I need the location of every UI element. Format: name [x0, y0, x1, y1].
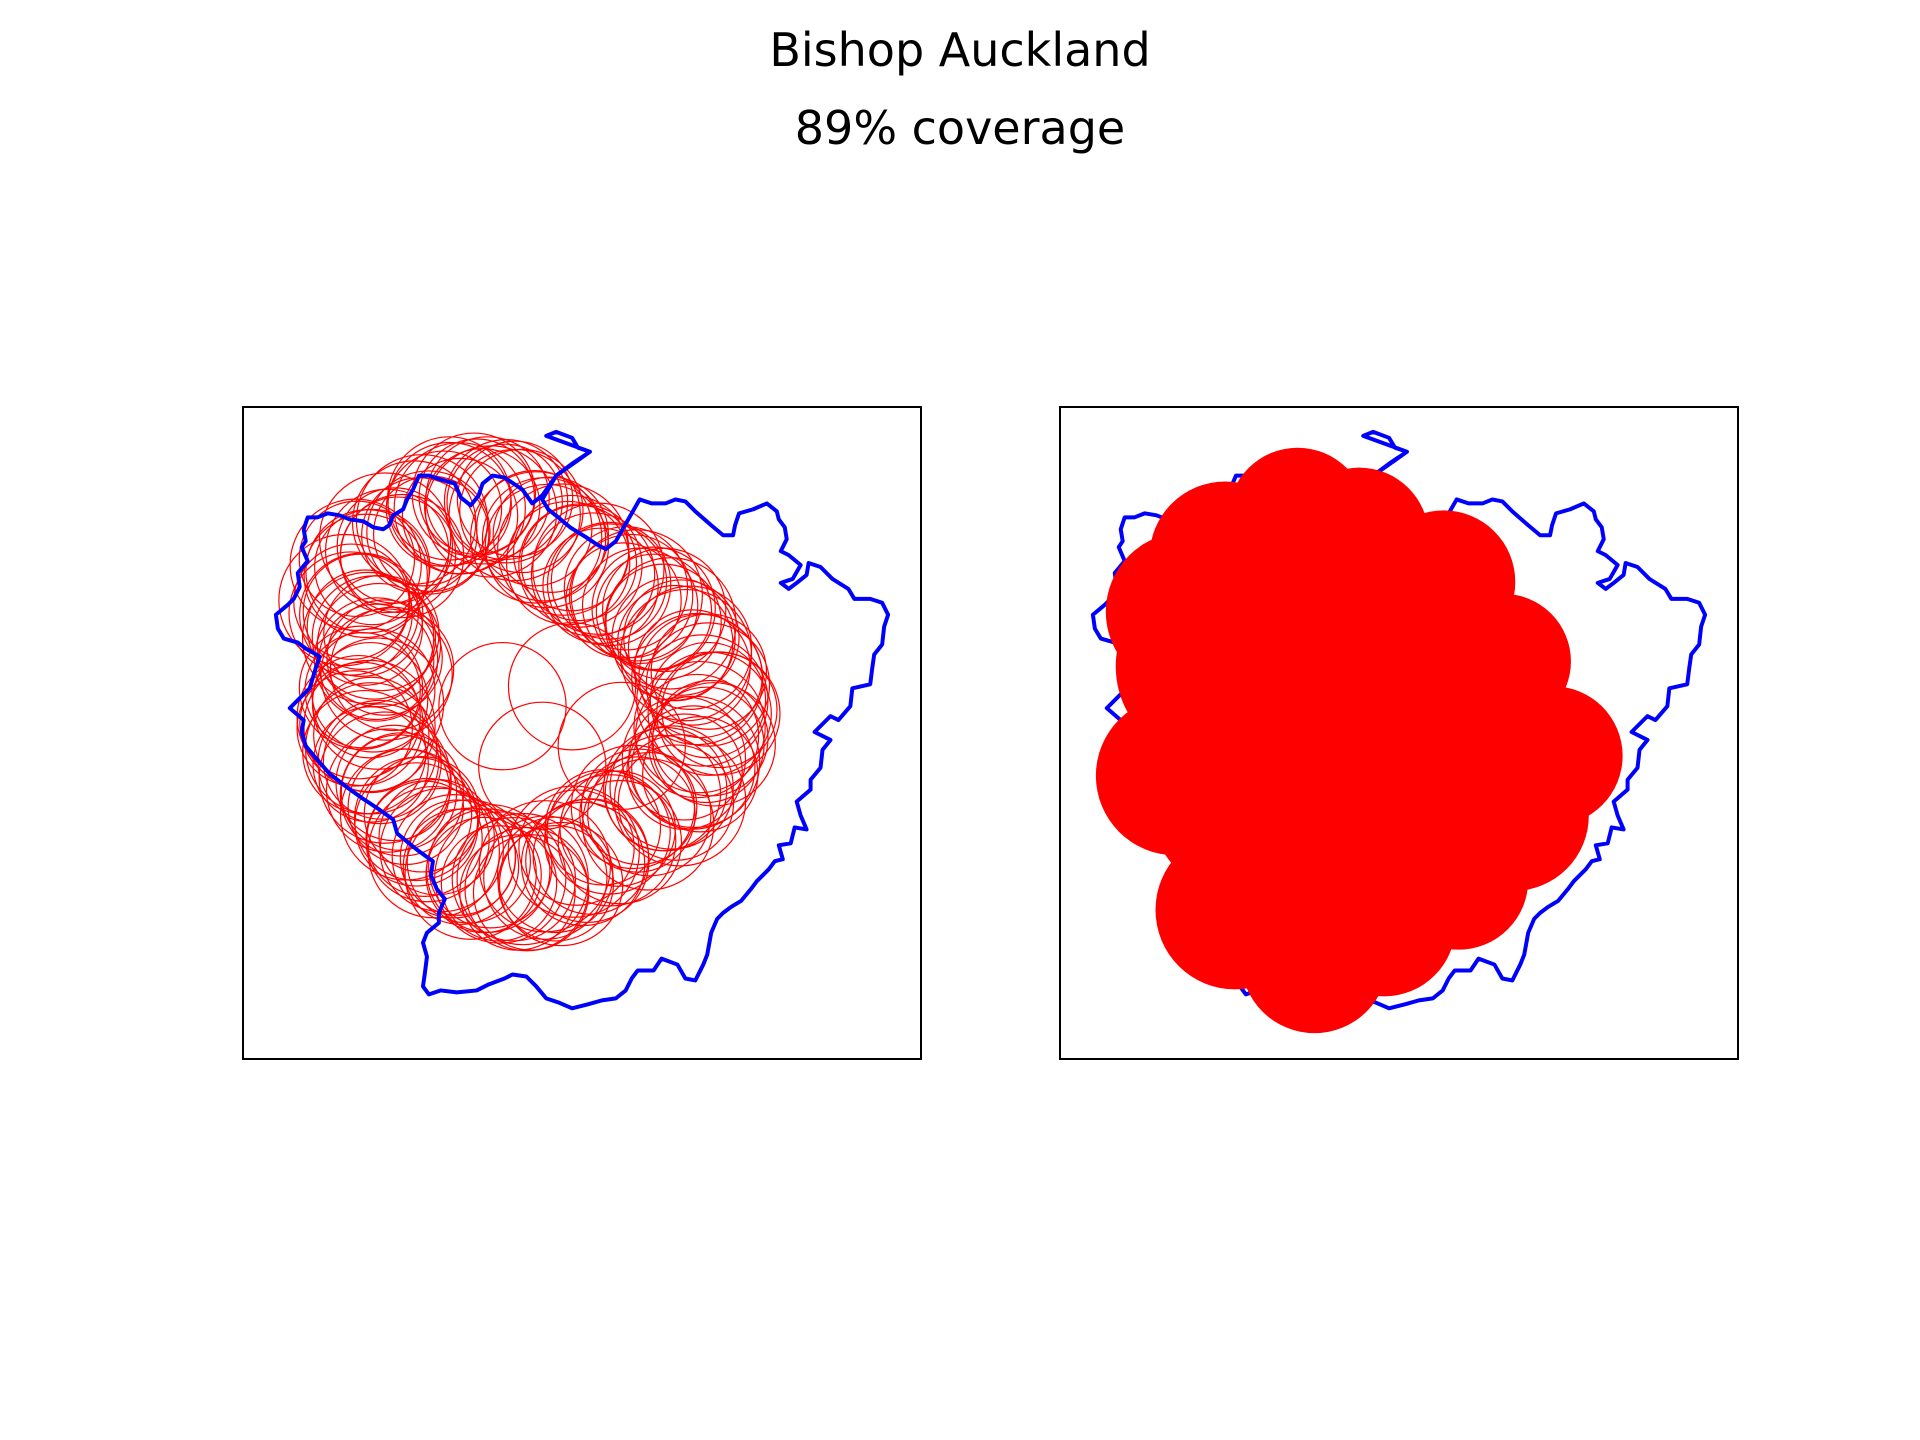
coverage-circle	[311, 641, 429, 759]
coverage-circle	[1150, 716, 1330, 896]
coverage-circle	[311, 628, 436, 753]
coverage-circle	[313, 597, 439, 722]
coverage-circle	[325, 728, 451, 853]
coverage-circle	[387, 441, 512, 567]
coverage-circle	[456, 440, 574, 558]
coverage-circle	[563, 526, 689, 651]
coverage-circle	[492, 476, 610, 593]
coverage-circle	[633, 660, 766, 794]
coverage-circle	[580, 748, 698, 866]
coverage-circle	[605, 563, 722, 681]
coverage-circle	[505, 500, 631, 626]
coverage-circle	[496, 816, 614, 934]
coverage-circle	[579, 756, 696, 873]
coverage-circle	[631, 612, 764, 746]
coverage-circle	[642, 716, 759, 833]
coverage-circle	[634, 673, 760, 799]
coverage-circle	[570, 529, 703, 662]
coverage-circle	[401, 457, 519, 575]
coverage-circle	[544, 769, 662, 886]
coverage-circle	[385, 450, 503, 567]
coverage-circle	[507, 622, 637, 751]
constituency-boundary	[1090, 429, 1708, 1011]
coverage-circle	[656, 651, 781, 776]
coverage-circle	[318, 711, 451, 844]
coverage-circle	[299, 552, 424, 677]
coverage-circle	[587, 751, 712, 877]
coverage-circle	[568, 533, 694, 659]
coverage-circle	[326, 599, 443, 716]
coverage-circle	[306, 569, 424, 686]
coverage-circle	[451, 816, 577, 942]
coverage-circle	[546, 770, 671, 895]
figure-title: Bishop Auckland	[769, 23, 1151, 77]
coverage-circle	[518, 503, 643, 628]
coverage-circle	[296, 670, 413, 787]
coverage-circle	[634, 609, 751, 726]
coverage-circle	[619, 588, 753, 722]
coverage-circle	[520, 504, 638, 622]
coverage-circle	[404, 807, 537, 940]
coverage-circle	[391, 794, 517, 919]
circle-outlines-plot	[273, 429, 891, 1011]
coverage-circle	[402, 808, 520, 926]
circle-union-plot	[1090, 429, 1708, 1034]
panel-circle-union	[1059, 406, 1739, 1060]
constituency-boundary	[273, 429, 891, 1011]
coverage-circle	[604, 557, 737, 690]
circle-outline-group	[278, 432, 781, 952]
coverage-circle	[329, 606, 455, 732]
coverage-circle	[316, 582, 442, 708]
coverage-circle	[278, 533, 411, 667]
coverage-circle	[617, 744, 735, 861]
coverage-circle	[347, 748, 465, 866]
coverage-circle	[428, 804, 553, 929]
coverage-circle	[602, 726, 728, 852]
coverage-circle	[591, 546, 716, 671]
coverage-circle	[651, 682, 776, 807]
coverage-circle	[301, 571, 435, 705]
coverage-circle	[438, 641, 567, 771]
coverage-circle	[320, 608, 453, 741]
coverage-circle	[645, 622, 771, 747]
coverage-circle	[298, 625, 424, 750]
coverage-circle	[289, 498, 422, 631]
coverage-circle	[469, 471, 603, 604]
circle-union-group	[1095, 447, 1623, 1034]
coverage-circle	[532, 502, 665, 635]
coverage-circle	[507, 785, 640, 918]
coverage-circle	[530, 512, 656, 637]
coverage-circle	[623, 579, 740, 696]
coverage-circle	[302, 553, 420, 670]
coverage-circle	[311, 575, 437, 700]
coverage-circle	[542, 527, 659, 645]
coverage-circle	[498, 821, 624, 947]
coverage-circle	[557, 681, 686, 811]
coverage-circle	[636, 634, 769, 767]
coverage-circle	[318, 472, 452, 605]
figure-subtitle: 89% coverage	[794, 101, 1126, 155]
coverage-circle	[595, 553, 713, 671]
coverage-circle	[366, 780, 483, 897]
coverage-circle	[322, 703, 440, 820]
coverage-circle	[648, 686, 765, 804]
coverage-circle	[611, 576, 736, 701]
coverage-circle	[406, 799, 532, 924]
coverage-circle	[366, 470, 491, 595]
coverage-circle	[570, 744, 696, 870]
coverage-circle	[313, 676, 430, 794]
coverage-circle	[379, 787, 504, 913]
coverage-circle	[296, 654, 421, 780]
coverage-circle	[546, 521, 672, 647]
panel-circle-outlines	[242, 406, 922, 1060]
coverage-circle	[483, 815, 608, 940]
coverage-circle	[448, 448, 581, 582]
coverage-circle	[478, 701, 607, 831]
coverage-circle	[293, 543, 410, 660]
